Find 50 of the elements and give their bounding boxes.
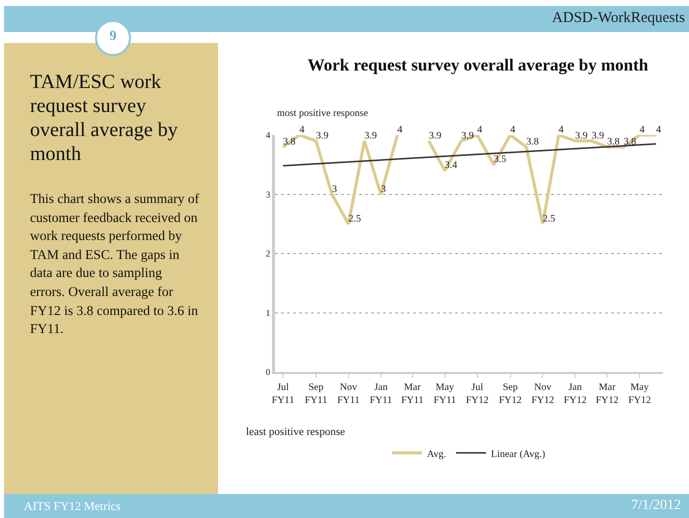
x-tick-label: Jan FY12 [564,382,587,406]
data-label: 4 [477,124,482,136]
x-tick-label: May FY11 [434,382,456,406]
data-label: 3.8 [526,136,539,148]
text: ADSD-WorkRequests [552,10,685,27]
x-tick-label: Nov FY11 [337,382,360,406]
y-tick-label: 2 [266,248,270,259]
text: most positive response [277,108,369,119]
x-tick-label: Mar FY11 [401,382,424,406]
data-label: 3.9 [316,130,328,142]
text: 7/1/2012 [631,498,681,514]
x-tick-label: Sep FY12 [498,382,522,406]
chart-title: Work request survey overall average by month [308,55,649,74]
x-tick-label: Jul FY11 [272,382,294,406]
x-tick-label: Mar FY12 [596,382,619,406]
text: AITS FY12 Metrics [24,499,121,514]
data-label: 4 [558,124,564,136]
data-label: 3.9 [461,130,474,142]
x-tick-label: Jul FY12 [466,382,489,406]
data-label: 3.9 [428,130,442,142]
x-tick-label: Sep FY11 [304,382,328,406]
y-tick-label: 4 [266,130,271,140]
data-label: 3.8 [282,136,296,148]
text: TAM/ESC work request survey overall average by month [30,70,179,166]
y-tick-label: 1 [266,308,270,318]
data-label: 3.9 [364,130,377,142]
data-label: 3.9 [575,130,588,142]
text: 9 [108,29,118,45]
y-tick-label: 0 [266,367,271,378]
text: least positive response [246,426,346,438]
data-label: 4 [640,124,645,136]
text: This chart shows a summary of customer feedback received on work requests performed by TAM and ESC. The gaps in data are due to sampling errors. Overall average for FY12 is 3.8 compared to 3.6 in FY11. [30,190,200,338]
data-label: 3 [332,184,337,195]
x-tick-label: Jan FY11 [370,382,392,406]
x-tick-label: Nov FY12 [531,382,554,406]
data-label: 3.8 [607,136,620,148]
x-tick-label: May FY12 [628,382,651,406]
data-label: 3.8 [624,136,636,148]
data-label: 4 [299,124,304,136]
legend-label: Linear (Avg.) [490,448,546,460]
data-label: 3.4 [444,160,458,172]
data-label: 2.5 [542,213,556,224]
data-label: 4 [510,124,516,136]
data-label: 3.5 [494,154,506,166]
data-label: 3.9 [592,130,604,142]
legend-label: Avg. [427,448,446,460]
data-label: 2.5 [348,213,361,224]
data-label: 4 [656,124,662,136]
y-tick-label: 3 [266,189,271,200]
data-label: 4 [397,124,402,136]
